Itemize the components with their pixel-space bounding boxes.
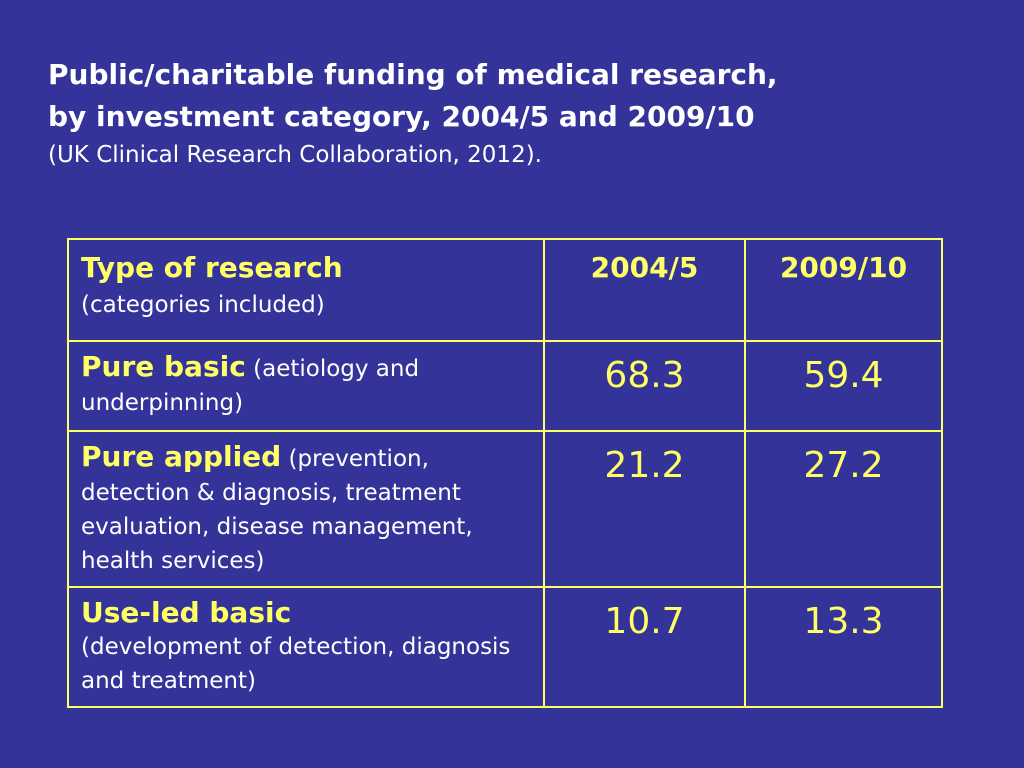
funding-table: Type of research (categories included) 2… <box>67 238 943 708</box>
value-2009-cell: 13.3 <box>744 586 943 708</box>
value-2004: 68.3 <box>604 355 685 396</box>
value-2009-cell: 27.2 <box>744 430 943 588</box>
table-row: Pure basic (aetiology and underpinning) … <box>67 340 943 432</box>
header-year-2009-cell: 2009/10 <box>744 238 943 342</box>
row-type-cell: Pure applied (prevention, detection & di… <box>67 430 545 588</box>
row-note: (prevention, detection & diagnosis, trea… <box>81 446 473 574</box>
table-row: Pure applied (prevention, detection & di… <box>67 430 943 588</box>
slide-title-line-1: Public/charitable funding of medical res… <box>48 58 778 91</box>
row-label: Use-led basic <box>81 596 292 629</box>
header-year-2004-cell: 2004/5 <box>543 238 746 342</box>
table-header-row: Type of research (categories included) 2… <box>67 238 943 342</box>
value-2009: 27.2 <box>803 445 884 486</box>
slide-title-line-2: by investment category, 2004/5 and 2009/… <box>48 100 755 133</box>
value-2009: 13.3 <box>803 601 884 642</box>
slide-subtitle: (UK Clinical Research Collaboration, 201… <box>48 142 542 168</box>
row-type-cell: Pure basic (aetiology and underpinning) <box>67 340 545 432</box>
value-2004-cell: 21.2 <box>543 430 746 588</box>
row-label: Pure basic <box>81 350 246 383</box>
row-label: Pure applied <box>81 440 282 473</box>
value-2004: 21.2 <box>604 445 685 486</box>
value-2004-cell: 10.7 <box>543 586 746 708</box>
row-type-cell: Use-led basic (development of detection,… <box>67 586 545 708</box>
title-block: Public/charitable funding of medical res… <box>48 54 988 172</box>
row-note: (aetiology and underpinning) <box>81 356 420 416</box>
header-type-note: (categories included) <box>81 292 325 318</box>
value-2009: 59.4 <box>803 355 884 396</box>
table-row: Use-led basic (development of detection,… <box>67 586 943 708</box>
value-2009-cell: 59.4 <box>744 340 943 432</box>
value-2004-cell: 68.3 <box>543 340 746 432</box>
header-year-2009: 2009/10 <box>779 251 908 284</box>
header-type-label: Type of research <box>81 251 343 284</box>
header-type-cell: Type of research (categories included) <box>67 238 545 342</box>
value-2004: 10.7 <box>604 601 685 642</box>
header-year-2004: 2004/5 <box>590 251 699 284</box>
row-note: (development of detection, diagnosis and… <box>81 634 511 694</box>
